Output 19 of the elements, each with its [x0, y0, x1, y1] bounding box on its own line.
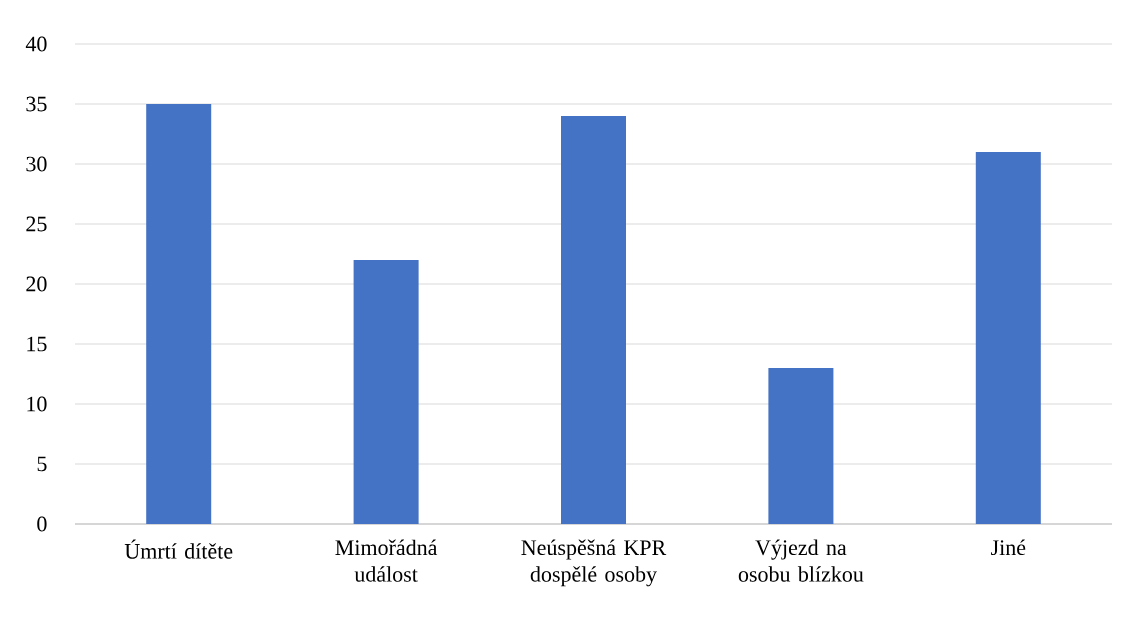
- x-tick-label: Jiné: [991, 539, 1026, 556]
- y-tick-label: 15: [27, 336, 47, 352]
- x-tick-label: Neúspěšná KPR dospělé osoby: [521, 539, 667, 587]
- bar: [146, 104, 212, 524]
- y-tick-label: 25: [26, 216, 47, 232]
- y-tick-label: 10: [27, 396, 47, 412]
- x-tick-label: Mimořádná událost: [335, 539, 438, 582]
- bar: [353, 259, 419, 524]
- bar: [975, 151, 1041, 524]
- bar: [768, 367, 834, 524]
- y-tick-label: 0: [37, 516, 47, 532]
- y-tick-label: 35: [26, 96, 47, 112]
- y-tick-label: 40: [25, 36, 47, 52]
- y-tick-label: 5: [37, 456, 47, 472]
- x-tick-label: Výjezd na osobu blízkou: [738, 539, 864, 582]
- bar: [561, 115, 626, 524]
- x-tick-label: Úmrtí dítěte: [124, 539, 233, 559]
- y-tick-label: 20: [26, 276, 47, 292]
- y-tick-label: 30: [26, 156, 47, 172]
